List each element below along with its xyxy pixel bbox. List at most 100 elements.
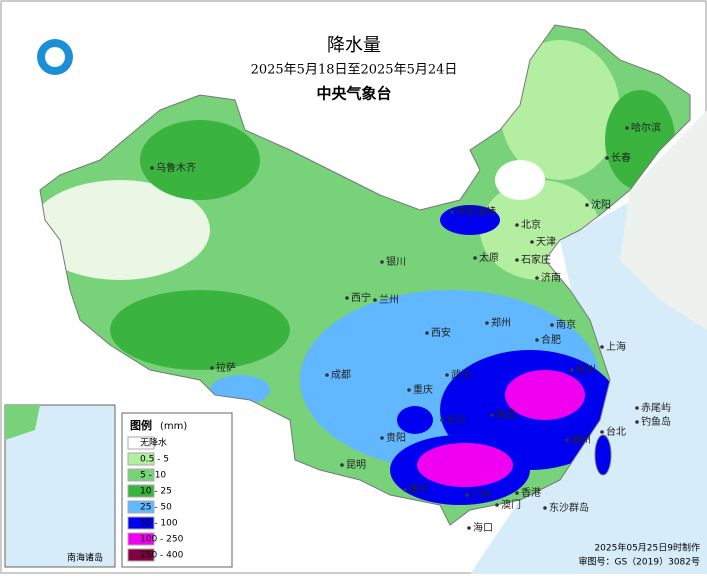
city-dot	[585, 203, 589, 207]
legend-label: 25 - 50	[140, 503, 172, 513]
city-dot	[605, 156, 609, 160]
city-label: 钓鱼岛	[641, 415, 671, 428]
city-label: 沈阳	[591, 198, 611, 211]
city-dot	[635, 420, 639, 424]
city-label: 澳门	[501, 498, 521, 511]
city-label: 西宁	[351, 291, 371, 304]
city-dot	[550, 323, 554, 327]
city-dot	[465, 493, 469, 497]
city-label: 贵阳	[386, 431, 406, 444]
city-dot	[450, 210, 454, 214]
agency: 中央气象台	[316, 85, 391, 103]
legend-title: 图例	[130, 418, 152, 432]
city-label: 海口	[473, 521, 493, 534]
city-label: 郑州	[491, 316, 511, 329]
footer-made: 2025年05月25日9时制作	[594, 542, 700, 554]
city-dot	[515, 258, 519, 262]
city-dot	[340, 463, 344, 467]
city-label: 武汉	[451, 368, 471, 381]
city-label: 台北	[606, 425, 626, 438]
city-dot	[530, 240, 534, 244]
city-label: 拉萨	[216, 361, 236, 374]
title: 降水量	[327, 35, 381, 56]
city-dot	[600, 430, 604, 434]
inset-land	[5, 405, 40, 440]
period: 2025年5月18日至2025年5月24日	[251, 63, 458, 78]
city-dot	[325, 373, 329, 377]
city-dot	[600, 345, 604, 349]
city-dot	[543, 506, 547, 510]
city-dot	[490, 413, 494, 417]
city-dot	[425, 331, 429, 335]
inset-label: 南海诸岛	[67, 552, 103, 564]
city-dot	[467, 526, 471, 530]
city-dot	[495, 503, 499, 507]
legend-swatch	[127, 500, 155, 514]
city-label: 香港	[521, 487, 541, 499]
legend-unit: (mm)	[160, 421, 187, 432]
taiwan	[594, 434, 612, 476]
city-dot	[515, 223, 519, 227]
city-label: 南昌	[496, 408, 516, 421]
city-dot	[403, 488, 407, 492]
footer-approval: 审图号：GS（2019）3082号	[579, 556, 701, 568]
legend-swatch	[127, 484, 155, 498]
city-dot	[535, 338, 539, 342]
city-dot	[345, 296, 349, 300]
city-label: 长沙	[446, 414, 466, 426]
city-label: 乌鲁木齐	[156, 161, 196, 174]
city-dot	[380, 260, 384, 264]
city-dot	[210, 366, 214, 370]
city-label: 赤尾屿	[641, 402, 671, 414]
city-dot	[445, 373, 449, 377]
city-label: 太原	[479, 251, 499, 264]
city-dot	[635, 406, 639, 410]
city-label: 重庆	[413, 383, 433, 396]
city-dot	[440, 418, 444, 422]
city-label: 天津	[536, 236, 556, 248]
legend-swatch	[127, 548, 155, 562]
legend-label: 5 - 10	[140, 471, 166, 481]
city-label: 西安	[431, 326, 451, 339]
city-label: 上海	[606, 340, 626, 353]
city-dot	[473, 256, 477, 260]
legend-swatch	[127, 532, 155, 546]
city-label: 昆明	[346, 459, 366, 471]
legend-label: 250 - 400	[140, 551, 184, 561]
city-label: 南京	[556, 318, 576, 331]
city-label: 银川	[386, 255, 406, 268]
city-label: 东沙群岛	[549, 501, 589, 514]
city-dot	[535, 276, 539, 280]
city-label: 呼和浩特	[456, 206, 496, 218]
legend-swatch	[127, 516, 155, 530]
city-dot	[515, 491, 519, 495]
legend-swatch	[127, 436, 155, 450]
city-dot	[485, 321, 489, 325]
korea	[620, 110, 707, 330]
city-dot	[380, 436, 384, 440]
city-dot	[625, 126, 629, 130]
legend-swatch	[127, 452, 155, 466]
city-label: 南宁	[409, 483, 429, 496]
city-label: 哈尔滨	[631, 121, 661, 134]
legend-label: 50 - 100	[140, 519, 178, 529]
city-dot	[407, 388, 411, 392]
city-label: 兰州	[379, 293, 399, 306]
city-label: 济南	[541, 271, 561, 284]
city-label: 福州	[571, 433, 591, 446]
legend-label: 无降水	[140, 437, 167, 449]
city-dot	[373, 298, 377, 302]
legend-label: 10 - 25	[140, 487, 172, 497]
legend-swatch	[127, 468, 155, 482]
city-label: 长春	[611, 152, 631, 164]
city-dot	[570, 368, 574, 372]
city-label: 北京	[521, 218, 541, 231]
legend-label: 100 - 250	[140, 535, 184, 545]
city-label: 合肥	[541, 333, 561, 346]
city-label: 成都	[331, 369, 351, 381]
city-label: 石家庄	[521, 253, 551, 266]
city-dot	[565, 438, 569, 442]
city-dot	[150, 166, 154, 170]
